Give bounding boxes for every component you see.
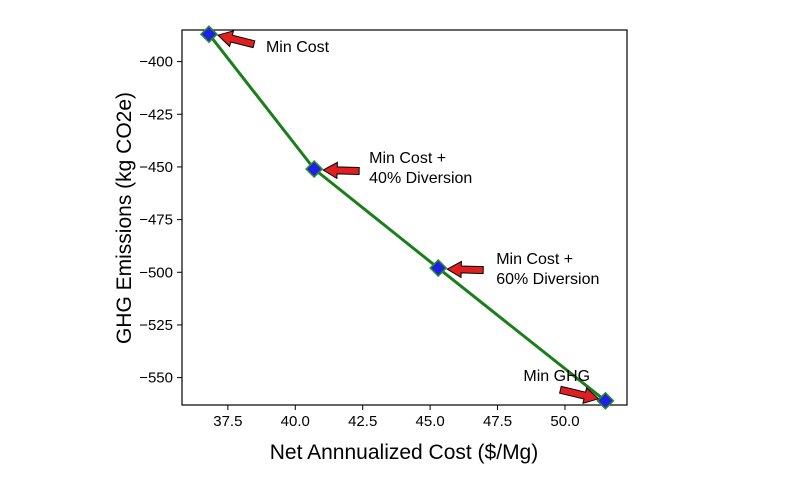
annotation-label: Min Cost + 40% Diversion <box>369 150 472 187</box>
x-tick-label: 42.5 <box>348 413 377 430</box>
x-tick-label: 40.0 <box>281 413 310 430</box>
x-axis-ticks: 37.5 40.0 42.5 45.0 47.5 50.0 <box>213 405 580 430</box>
annotation-arrow <box>558 385 600 405</box>
x-tick-label: 50.0 <box>550 413 579 430</box>
annotation-label-line: 60% Diversion <box>496 271 599 288</box>
x-tick-label: 47.5 <box>483 413 512 430</box>
series-line <box>207 33 607 402</box>
y-tick-label: −550 <box>139 370 173 387</box>
x-tick-label: 37.5 <box>213 413 242 430</box>
annotation-arrow <box>446 260 484 279</box>
y-tick-label: −400 <box>139 54 173 71</box>
plot-frame <box>181 29 628 406</box>
annotation-arrow <box>322 161 360 180</box>
annotation-label-line: Min Cost + <box>369 150 446 167</box>
y-tick-label: −475 <box>139 212 173 229</box>
y-axis-ticks: −400 −425 −450 −475 −500 −525 −550 <box>139 54 182 387</box>
y-tick-label: −525 <box>139 317 173 334</box>
y-axis-label: GHG Emissions (kg CO2e) <box>113 92 136 344</box>
data-point <box>199 25 219 44</box>
annotation-label-line: Min GHG <box>523 368 590 385</box>
data-point <box>596 391 615 410</box>
annotation-label-line: 40% Diversion <box>369 170 472 187</box>
annotation-label-line: Min Cost <box>266 39 330 56</box>
annotation-label-line: Min Cost + <box>496 251 573 268</box>
annotation-label: Min Cost <box>266 39 330 56</box>
annotation-arrow <box>217 30 256 49</box>
x-axis-label: Net Annnualized Cost ($/Mg) <box>270 441 538 464</box>
y-tick-label: −500 <box>139 264 173 281</box>
annotation-label: Min Cost + 60% Diversion <box>496 251 599 288</box>
series-layer <box>199 25 615 410</box>
y-tick-label: −425 <box>139 106 173 123</box>
annotation-arrows <box>217 30 600 405</box>
data-point <box>305 159 324 179</box>
y-tick-label: −450 <box>139 159 173 176</box>
x-tick-label: 45.0 <box>416 413 445 430</box>
annotation-label: Min GHG <box>523 368 590 385</box>
data-point <box>429 259 448 278</box>
